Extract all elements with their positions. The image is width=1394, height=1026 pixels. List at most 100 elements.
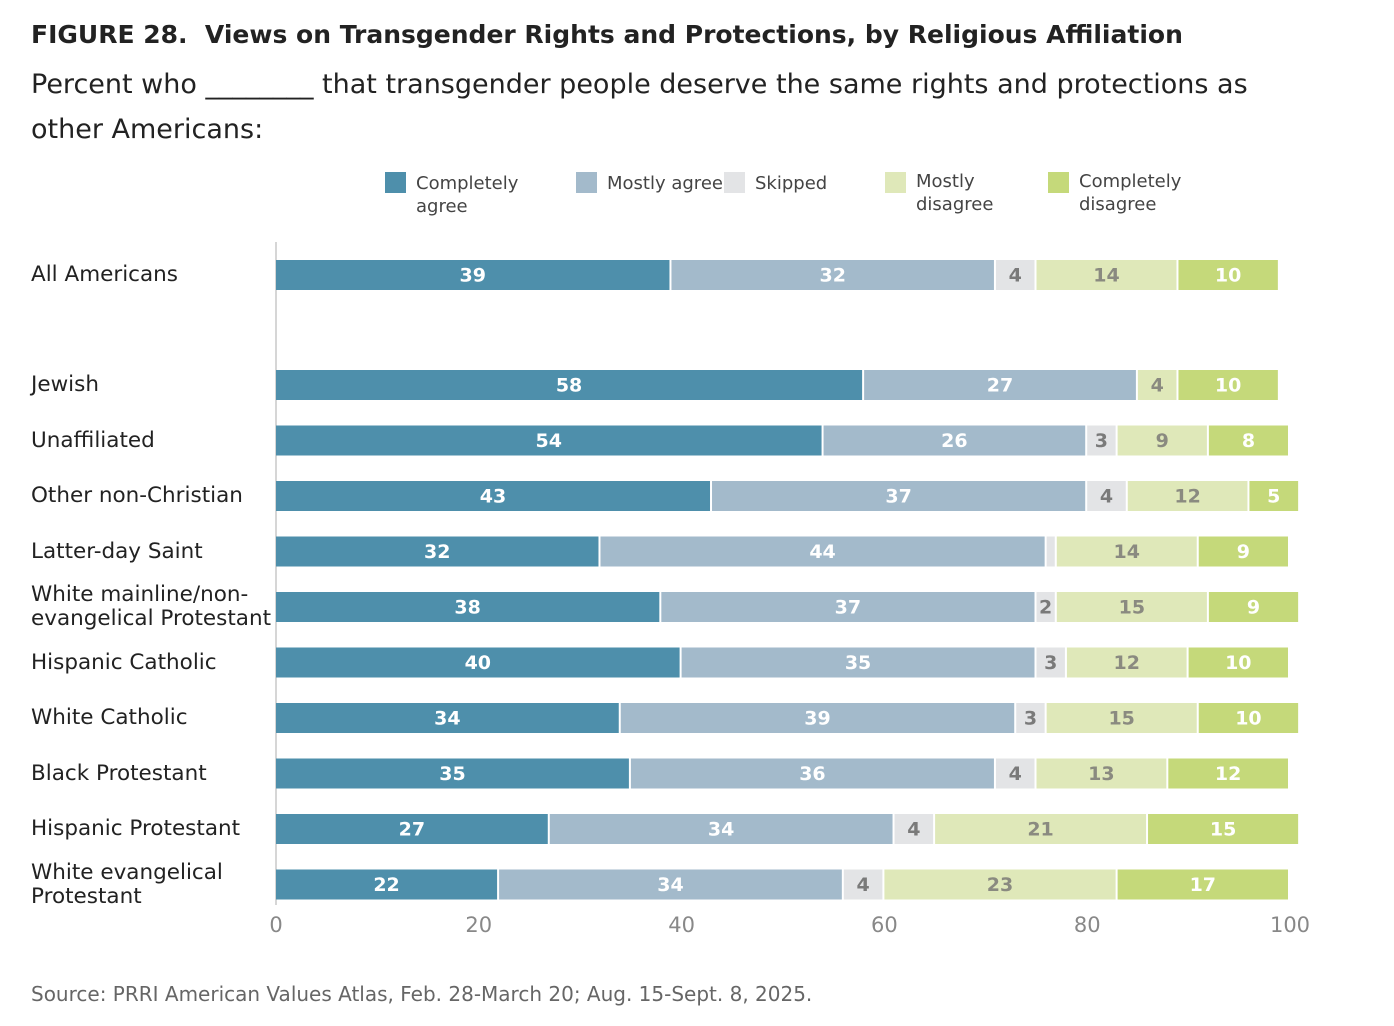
bar-segment (1046, 536, 1055, 567)
bar-segment (549, 814, 893, 844)
data-label: 4 (1151, 375, 1164, 397)
bar-segment (276, 260, 670, 290)
bar-segment (661, 592, 1035, 622)
data-label: 4 (1009, 763, 1022, 785)
bar-segment (1117, 869, 1288, 900)
legend-label: Completely agree (416, 173, 519, 217)
bar-segment (864, 370, 1136, 400)
data-label: 4 (907, 819, 920, 841)
data-label: 35 (845, 652, 871, 674)
data-label: 44 (809, 541, 835, 563)
x-tick-label: 0 (269, 913, 282, 937)
bar-segment (276, 425, 822, 456)
bar-segment (681, 647, 1035, 678)
data-label: 9 (1156, 430, 1169, 452)
data-label: 13 (1088, 763, 1114, 785)
data-label: 12 (1114, 652, 1140, 674)
bar-segment (1178, 260, 1278, 290)
data-label: 10 (1235, 708, 1261, 730)
data-label: 4 (1009, 265, 1022, 287)
data-label: 32 (819, 265, 845, 287)
bar-segment (1178, 370, 1278, 400)
bar-segment (823, 425, 1086, 456)
bar-segment (1066, 647, 1187, 678)
legend-swatch (724, 172, 745, 193)
bar-segment (935, 814, 1147, 844)
category-label: Black Protestant (31, 760, 207, 786)
category-label: Latter-day Saint (31, 538, 203, 564)
data-label: 43 (480, 486, 506, 508)
bar-segment (1036, 758, 1167, 789)
data-label: 12 (1174, 486, 1200, 508)
x-tick-label: 20 (465, 913, 492, 937)
bar-segment (630, 758, 994, 789)
bar-segment (1036, 647, 1065, 678)
bar-segment (276, 814, 548, 844)
bar-segment (1117, 425, 1207, 456)
bar-segment (1046, 703, 1197, 733)
data-label: 15 (1210, 819, 1236, 841)
data-label: 36 (799, 763, 825, 785)
category-label: Other non-Christian (31, 483, 243, 508)
category-label: Unaffiliated (31, 427, 155, 453)
data-label: 39 (804, 708, 830, 730)
chart-subtitle: Percent who ________ that transgender pe… (31, 69, 1248, 145)
data-label: 14 (1093, 265, 1119, 287)
legend-label: Skipped (755, 173, 828, 194)
legend-label: Completely disagree (1079, 171, 1182, 215)
bar-segment (276, 370, 863, 400)
data-label: 37 (885, 486, 911, 508)
bar-segment (843, 869, 883, 900)
bar-segment (1087, 481, 1126, 511)
data-label: 37 (835, 597, 861, 619)
data-label: 38 (454, 597, 480, 619)
data-label: 58 (556, 375, 582, 397)
data-label: 10 (1215, 265, 1241, 287)
legend-swatch (1048, 172, 1069, 193)
bar-segment (1016, 703, 1045, 733)
source-note: Source: PRRI American Values Atlas, Feb.… (31, 982, 813, 1006)
data-label: 54 (536, 430, 562, 452)
bar-segment (1087, 425, 1116, 456)
data-label: 9 (1247, 597, 1260, 619)
data-label: 32 (424, 541, 450, 563)
x-tick-label: 80 (1074, 913, 1101, 937)
bar-segment (1137, 370, 1177, 400)
bar-segment (499, 869, 842, 900)
data-label: 40 (465, 652, 491, 674)
data-label: 2 (1039, 597, 1052, 619)
data-label: 3 (1024, 708, 1037, 730)
x-tick-label: 60 (871, 913, 898, 937)
x-tick-label: 100 (1270, 913, 1310, 937)
data-label: 34 (434, 708, 460, 730)
bar-segment (1036, 592, 1055, 622)
bar-segment (995, 758, 1035, 789)
data-label: 3 (1044, 652, 1057, 674)
bar-segment (276, 869, 498, 900)
data-label: 3 (1095, 430, 1108, 452)
data-label: 10 (1225, 652, 1251, 674)
chart-title: FIGURE 28. Views on Transgender Rights a… (31, 20, 1183, 49)
category-label: White mainline/non-evangelical Protestan… (31, 582, 272, 631)
data-label: 21 (1027, 819, 1053, 841)
data-label: 17 (1190, 874, 1216, 896)
bar-segment (276, 647, 680, 678)
legend-label: Mostly disagree (916, 171, 994, 215)
bar-segment (276, 758, 629, 789)
legend-swatch (885, 172, 906, 193)
data-label: 34 (708, 819, 734, 841)
data-label: 12 (1215, 763, 1241, 785)
bar-segment (1056, 536, 1197, 567)
data-label: 5 (1267, 486, 1280, 508)
data-label: 15 (1108, 708, 1134, 730)
data-label: 39 (460, 265, 486, 287)
data-label: 10 (1215, 375, 1241, 397)
bar-segment (1127, 481, 1248, 511)
data-label: 15 (1119, 597, 1145, 619)
data-label: 4 (1100, 486, 1113, 508)
bar-segment (276, 481, 711, 511)
bar-segment (995, 260, 1035, 290)
bar-segment (1208, 425, 1288, 456)
bar-segment (276, 703, 619, 733)
